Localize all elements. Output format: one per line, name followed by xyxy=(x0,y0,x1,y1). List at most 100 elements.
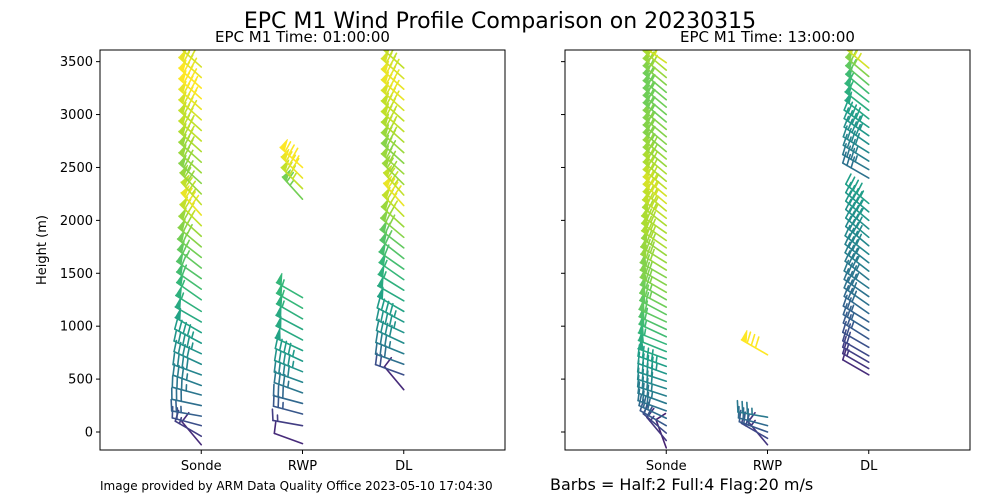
panel-right-x-ticks: Sonde RWP DL xyxy=(646,450,878,474)
wind-barb-dl xyxy=(843,259,870,289)
wind-barb-rwp xyxy=(272,394,304,415)
y-tick-label: 0 xyxy=(85,426,93,441)
wind-barb-rwp xyxy=(273,348,304,373)
wind-barb-dl xyxy=(844,215,870,247)
wind-barb-dl xyxy=(376,276,405,302)
panel-left-y-ticks: 0 500 1000 1500 2000 2500 3000 3500 xyxy=(60,55,100,441)
wind-barb-dl xyxy=(841,151,870,179)
wind-barb-sonde xyxy=(637,351,668,375)
y-tick-label: 2000 xyxy=(60,214,93,229)
wind-barb-dl xyxy=(842,311,870,340)
wind-barb-rwp xyxy=(275,283,304,310)
wind-barb-dl xyxy=(375,308,405,334)
wind-barb-dl xyxy=(841,143,870,171)
wind-barb-sonde xyxy=(637,344,668,368)
wind-barb-dl xyxy=(844,56,870,86)
wind-barb-dl xyxy=(841,329,870,357)
wind-barb-sonde xyxy=(175,285,203,313)
wind-barb-sonde xyxy=(637,338,668,360)
wind-barb-sonde xyxy=(171,375,203,396)
wind-barb-rwp xyxy=(280,159,304,190)
y-tick-label: 1500 xyxy=(60,267,93,282)
wind-barb-dl xyxy=(843,285,870,315)
wind-barb-dl xyxy=(381,155,405,186)
wind-barb-dl xyxy=(843,115,870,145)
wind-barb-dl xyxy=(842,294,870,323)
wind-barb-dl xyxy=(844,181,870,213)
wind-barb-dl xyxy=(380,134,405,165)
wind-barb-dl xyxy=(844,190,870,222)
wind-barb-sonde xyxy=(181,411,203,446)
x-tick-label: RWP xyxy=(753,459,782,474)
x-tick-label: DL xyxy=(860,459,878,474)
wind-barb-sonde xyxy=(639,275,668,301)
wind-barb-sonde xyxy=(638,306,668,331)
panel-left-title: EPC M1 Time: 01:00:00 xyxy=(215,28,390,46)
wind-barb-rwp xyxy=(280,148,304,179)
x-tick-label: Sonde xyxy=(181,459,222,474)
x-tick-label: DL xyxy=(395,459,413,474)
panel-right-barbs xyxy=(636,50,870,449)
x-tick-label: Sonde xyxy=(646,459,687,474)
panel-left-frame xyxy=(99,49,506,451)
wind-barb-dl xyxy=(378,253,405,281)
y-tick-label: 500 xyxy=(68,373,93,388)
wind-barb-dl xyxy=(843,107,870,137)
wind-barb-rwp xyxy=(740,330,769,356)
wind-barb-dl xyxy=(844,233,870,264)
wind-barb-rwp xyxy=(275,272,304,299)
wind-barb-dl xyxy=(844,250,870,281)
wind-barb-sonde xyxy=(172,352,203,376)
wind-barb-sonde xyxy=(174,297,203,323)
wind-barb-rwp xyxy=(736,399,769,418)
figure-title: EPC M1 Wind Profile Comparison on 202303… xyxy=(244,9,756,34)
wind-barb-dl xyxy=(843,276,870,306)
wind-barb-dl xyxy=(844,241,870,272)
panel-right: EPC M1 Time: 13:00:00 Sonde RWP DL xyxy=(561,28,971,474)
wind-barb-sonde xyxy=(170,398,203,417)
y-tick-label: 3000 xyxy=(60,108,93,123)
wind-barb-sonde xyxy=(181,50,203,68)
wind-barb-sonde xyxy=(171,405,203,427)
wind-barb-rwp xyxy=(275,294,304,320)
wind-barb-dl xyxy=(841,320,870,349)
y-tick-label: 3500 xyxy=(60,55,93,70)
y-axis-label: Height (m) xyxy=(35,215,50,285)
wind-barb-sonde xyxy=(175,262,203,290)
wind-barb-dl xyxy=(844,198,870,230)
panel-right-frame xyxy=(564,49,971,451)
panel-left-x-ticks: Sonde RWP DL xyxy=(181,450,413,474)
wind-barb-dl xyxy=(377,264,405,292)
wind-barb-sonde xyxy=(173,329,203,355)
wind-barb-sonde xyxy=(180,185,203,216)
wind-barb-sonde xyxy=(637,388,668,412)
credit-text: Image provided by ARM Data Quality Offic… xyxy=(100,479,493,493)
wind-barb-sonde xyxy=(179,196,203,227)
x-tick-label: RWP xyxy=(288,459,317,474)
wind-barb-dl xyxy=(381,186,405,217)
wind-barb-dl xyxy=(374,342,405,366)
panel-left-barbs xyxy=(170,50,405,446)
wind-barb-dl xyxy=(844,224,870,256)
wind-barb-dl xyxy=(842,133,870,162)
wind-barb-rwp xyxy=(273,421,304,445)
wind-barb-rwp xyxy=(272,383,304,405)
wind-barb-dl xyxy=(843,268,870,298)
wind-barb-sonde xyxy=(642,50,668,71)
panel-right-title: EPC M1 Time: 13:00:00 xyxy=(680,28,855,46)
wind-barb-rwp xyxy=(275,305,304,331)
wind-barb-sonde xyxy=(173,317,203,344)
wind-barb-sonde xyxy=(174,307,203,334)
wind-barb-rwp xyxy=(281,169,304,201)
wind-barb-dl xyxy=(375,330,405,355)
wind-barb-dl xyxy=(841,341,870,370)
wind-barb-dl xyxy=(842,303,870,332)
wind-barb-sonde xyxy=(170,387,203,407)
wind-barb-dl xyxy=(376,286,405,313)
wind-barb-rwp xyxy=(271,408,304,427)
panel-left: EPC M1 Time: 01:00:00 0 500 1000 1500 2000 25… xyxy=(35,28,506,474)
y-tick-label: 2500 xyxy=(60,161,93,176)
wind-barb-sonde xyxy=(175,273,203,301)
wind-barb-sonde xyxy=(640,237,668,264)
